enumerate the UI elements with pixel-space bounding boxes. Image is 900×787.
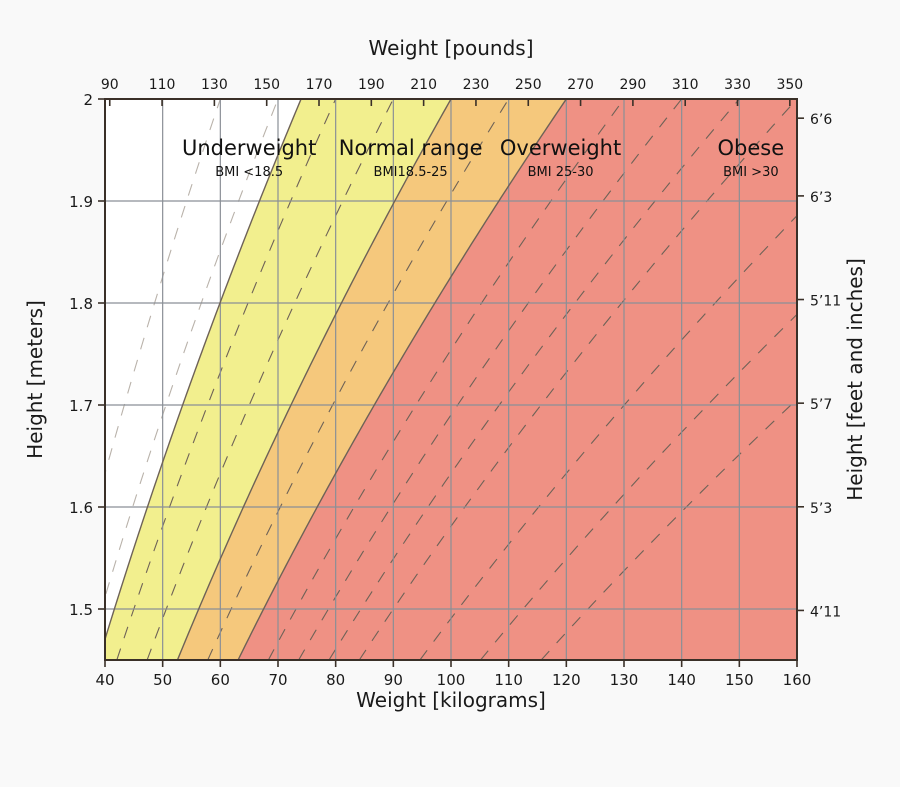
- x-tick-label-70: 70: [268, 671, 287, 689]
- y-right-tick-label-3: 5’11: [810, 294, 841, 310]
- left-axis-title: Height [meters]: [23, 300, 47, 459]
- y-tick-label-1.9: 1.9: [69, 193, 93, 211]
- x-top-tick-label-350: 350: [776, 77, 803, 93]
- x-tick-label-160: 160: [783, 671, 812, 689]
- bmi-band-overweight: [177, 99, 567, 660]
- y-right-tick-label-2: 5’7: [810, 397, 832, 413]
- y-tick-label-1.5: 1.5: [69, 601, 93, 619]
- x-top-tick-label-230: 230: [463, 77, 490, 93]
- x-tick-label-60: 60: [211, 671, 230, 689]
- x-tick-label-120: 120: [552, 671, 581, 689]
- y-right-tick-label-1: 5’3: [810, 501, 832, 517]
- bmi-contour-35: [298, 99, 683, 660]
- x-top-tick-label-150: 150: [253, 77, 280, 93]
- axis-ticks: [98, 98, 804, 667]
- x-tick-label-50: 50: [153, 671, 172, 689]
- y-right-tick-label-4: 6’3: [810, 190, 832, 206]
- x-tick-label-140: 140: [667, 671, 696, 689]
- band-sublabel-normal-range: BMI18.5-25: [374, 165, 448, 180]
- bmi-contour-27.5: [207, 99, 510, 660]
- y-right-tick-label-0: 4’11: [810, 604, 841, 620]
- gridlines: [105, 99, 797, 660]
- x-top-tick-label-110: 110: [149, 77, 176, 93]
- y-right-tick-label-5: 6’6: [810, 112, 832, 128]
- bmi-contour-22.5: [146, 99, 394, 660]
- bmi-contour-32.5: [267, 99, 625, 660]
- x-tick-label-130: 130: [610, 671, 639, 689]
- y-tick-label-1.6: 1.6: [69, 499, 93, 517]
- bmi-contour-lines: [105, 99, 797, 660]
- x-top-tick-label-250: 250: [515, 77, 542, 93]
- x-top-tick-label-190: 190: [358, 77, 385, 93]
- band-label-obese: Obese: [718, 136, 785, 160]
- bottom-axis-title: Weight [kilograms]: [356, 688, 546, 712]
- bmi-boundary-30: [237, 99, 567, 660]
- x-top-tick-label-90: 90: [101, 77, 119, 93]
- x-top-tick-label-310: 310: [672, 77, 699, 93]
- bmi-contour-45: [419, 214, 797, 660]
- y-tick-label-1.7: 1.7: [69, 397, 93, 415]
- y-tick-label-1.8: 1.8: [69, 295, 93, 313]
- band-label-underweight: Underweight: [182, 136, 316, 160]
- x-top-tick-label-210: 210: [410, 77, 437, 93]
- band-sublabel-underweight: BMI <18.5: [215, 165, 283, 180]
- band-label-overweight: Overweight: [500, 136, 621, 160]
- bmi-band-labels: Underweight BMI <18.5 Normal range BMI18.5-…: [182, 136, 784, 180]
- bmi-boundary-25: [176, 99, 452, 660]
- y-tick-label-2: 2: [83, 91, 93, 109]
- bmi-contour-20: [116, 99, 337, 660]
- x-top-tick-label-330: 330: [724, 77, 751, 93]
- bmi-contour-17.5: [105, 99, 279, 599]
- bmi-band-regions: [105, 99, 797, 660]
- x-tick-label-80: 80: [326, 671, 345, 689]
- axis-tick-labels: 40 50 60 70 80 90 100 110 120 130 140 150 160 90 110 13…: [69, 77, 841, 689]
- top-axis-title: Weight [pounds]: [368, 36, 533, 60]
- plot-frame: [104, 98, 798, 661]
- x-top-tick-label-290: 290: [620, 77, 647, 93]
- x-top-tick-label-170: 170: [306, 77, 333, 93]
- right-axis-title: Height [feet and inches]: [843, 258, 867, 501]
- x-top-tick-label-130: 130: [201, 77, 228, 93]
- bmi-band-obese: [238, 99, 797, 660]
- bmi-band-edges: [105, 99, 567, 660]
- bmi-contour-50: [480, 313, 797, 660]
- x-tick-label-100: 100: [437, 671, 466, 689]
- bmi-contour-40: [358, 99, 797, 660]
- x-tick-label-40: 40: [95, 671, 114, 689]
- bmi-contour-15: [105, 99, 221, 476]
- x-tick-label-90: 90: [384, 671, 403, 689]
- x-top-tick-label-270: 270: [567, 77, 594, 93]
- bmi-boundary-18.5: [105, 99, 302, 642]
- band-label-normal-range: Normal range: [339, 136, 483, 160]
- x-tick-label-150: 150: [725, 671, 754, 689]
- x-tick-label-110: 110: [494, 671, 523, 689]
- band-sublabel-overweight: BMI 25-30: [528, 165, 594, 180]
- band-sublabel-obese: BMI >30: [723, 165, 779, 180]
